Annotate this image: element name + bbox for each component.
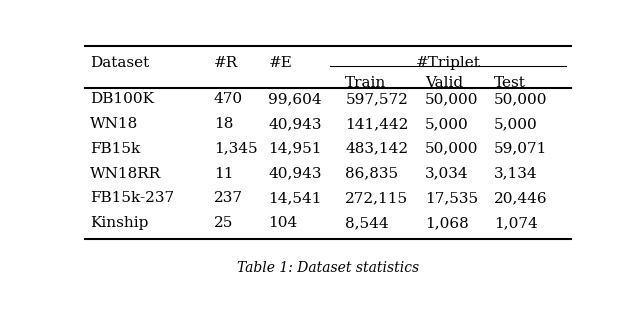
- Text: 25: 25: [214, 216, 234, 230]
- Text: 8,544: 8,544: [346, 216, 389, 230]
- Text: 237: 237: [214, 191, 243, 205]
- Text: 1,345: 1,345: [214, 142, 257, 156]
- Text: Table 1: Dataset statistics: Table 1: Dataset statistics: [237, 261, 419, 275]
- Text: 597,572: 597,572: [346, 92, 408, 106]
- Text: FB15k: FB15k: [90, 142, 140, 156]
- Text: WN18: WN18: [90, 117, 138, 131]
- Text: 17,535: 17,535: [425, 191, 478, 205]
- Text: FB15k-237: FB15k-237: [90, 191, 174, 205]
- Text: 5,000: 5,000: [494, 117, 538, 131]
- Text: Valid: Valid: [425, 76, 463, 90]
- Text: DB100K: DB100K: [90, 92, 154, 106]
- Text: 272,115: 272,115: [346, 191, 408, 205]
- Text: 20,446: 20,446: [494, 191, 548, 205]
- Text: WN18RR: WN18RR: [90, 166, 161, 181]
- Text: 40,943: 40,943: [269, 117, 322, 131]
- Text: Dataset: Dataset: [90, 56, 149, 70]
- Text: 50,000: 50,000: [494, 92, 548, 106]
- Text: 50,000: 50,000: [425, 92, 478, 106]
- Text: 99,604: 99,604: [269, 92, 322, 106]
- Text: Test: Test: [494, 76, 526, 90]
- Text: 483,142: 483,142: [346, 142, 408, 156]
- Text: 50,000: 50,000: [425, 142, 478, 156]
- Text: 470: 470: [214, 92, 243, 106]
- Text: #R: #R: [214, 56, 238, 70]
- Text: 1,074: 1,074: [494, 216, 538, 230]
- Text: 104: 104: [269, 216, 298, 230]
- Text: 14,951: 14,951: [269, 142, 322, 156]
- Text: 59,071: 59,071: [494, 142, 548, 156]
- Text: 5,000: 5,000: [425, 117, 468, 131]
- Text: 1,068: 1,068: [425, 216, 468, 230]
- Text: #Triplet: #Triplet: [416, 56, 481, 70]
- Text: 86,835: 86,835: [346, 166, 399, 181]
- Text: #E: #E: [269, 56, 292, 70]
- Text: 18: 18: [214, 117, 234, 131]
- Text: Kinship: Kinship: [90, 216, 148, 230]
- Text: 3,034: 3,034: [425, 166, 468, 181]
- Text: 40,943: 40,943: [269, 166, 322, 181]
- Text: Train: Train: [346, 76, 387, 90]
- Text: 141,442: 141,442: [346, 117, 409, 131]
- Text: 3,134: 3,134: [494, 166, 538, 181]
- Text: 14,541: 14,541: [269, 191, 322, 205]
- Text: 11: 11: [214, 166, 234, 181]
